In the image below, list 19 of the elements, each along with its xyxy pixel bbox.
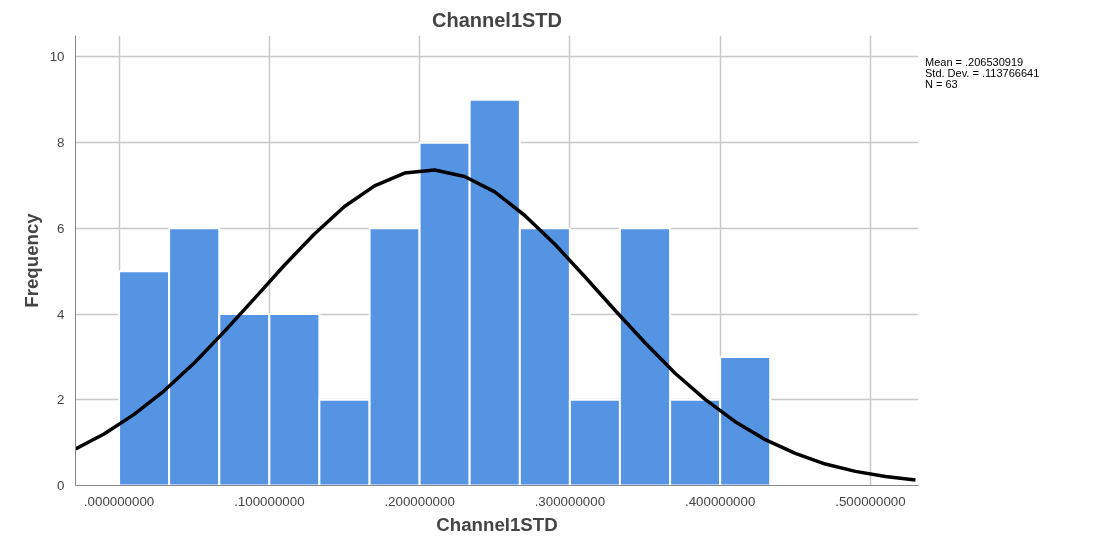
- x-tick-label: .000000000: [83, 493, 155, 509]
- text: Std. Dev. = .113766641: [925, 67, 1040, 79]
- x-tick-label: .500000000: [835, 493, 906, 509]
- y-tick-label: 2: [57, 392, 65, 408]
- x-tick-label: .200000000: [384, 493, 455, 509]
- y-tick-label: 10: [49, 49, 65, 65]
- y-tick-label: 6: [57, 220, 65, 236]
- line-series: [75, 168, 918, 482]
- y-axis-title: Frequency: [20, 212, 42, 308]
- text: Mean = .206530919: [925, 56, 1025, 68]
- x-axis-title: Channel1STD: [436, 513, 558, 535]
- chart-title: Channel1STD: [431, 8, 563, 31]
- text: N = 63: [925, 78, 959, 90]
- x-tick-label: .300000000: [534, 493, 606, 509]
- x-tick-label: .400000000: [684, 493, 756, 509]
- y-tick-label: 4: [57, 306, 66, 322]
- y-tick-label: 8: [57, 135, 65, 151]
- x-tick-label: .100000000: [234, 493, 305, 509]
- y-tick-label: 0: [57, 478, 65, 493]
